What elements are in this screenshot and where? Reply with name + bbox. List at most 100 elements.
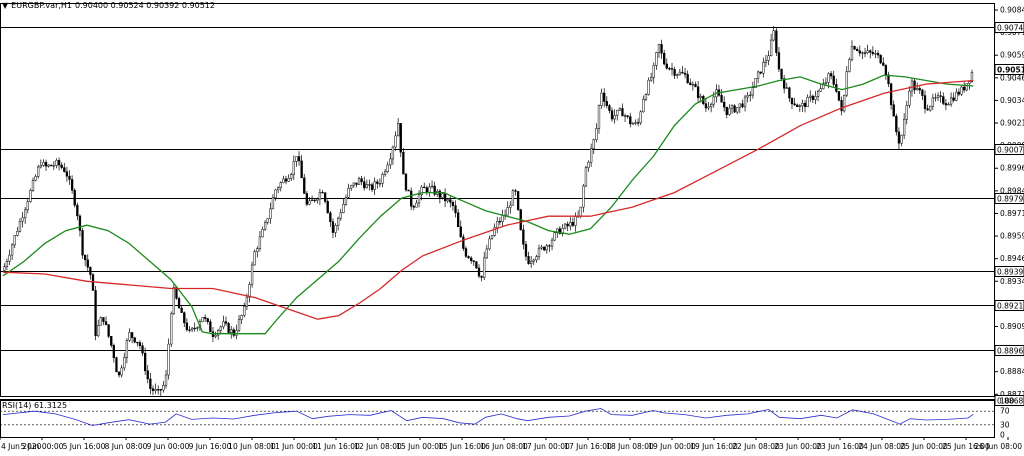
candle-body bbox=[665, 63, 668, 69]
candle-body bbox=[5, 261, 9, 267]
candle-body bbox=[621, 108, 624, 117]
candle-body bbox=[110, 336, 113, 346]
level-price-box bbox=[994, 345, 1024, 356]
dropdown-triangle-icon[interactable]: ▼ bbox=[2, 1, 9, 10]
candle-body bbox=[931, 97, 934, 107]
candle-body bbox=[274, 189, 277, 198]
candle-body bbox=[63, 167, 66, 172]
candle-body bbox=[798, 105, 801, 107]
candle-body bbox=[887, 74, 890, 85]
candle-body bbox=[399, 123, 402, 153]
x-tick-label: 26 Jun 08:00 bbox=[974, 442, 1022, 451]
candle-body bbox=[125, 340, 129, 358]
candle-body bbox=[355, 182, 358, 185]
candle-body bbox=[511, 190, 515, 206]
candle-body bbox=[949, 97, 953, 105]
level-price-box bbox=[994, 266, 1024, 277]
candle-body bbox=[921, 89, 924, 96]
candle-body bbox=[923, 95, 927, 109]
candle-body bbox=[793, 103, 796, 106]
current-price-box bbox=[994, 64, 1024, 75]
candle-body bbox=[329, 212, 332, 222]
level-price-box bbox=[994, 144, 1024, 155]
candle-body bbox=[459, 226, 462, 238]
candle-body bbox=[655, 52, 658, 66]
candle-body bbox=[222, 321, 225, 328]
rsi-value: 61.3125 bbox=[33, 401, 68, 410]
candle-body bbox=[269, 208, 272, 219]
candle-body bbox=[29, 190, 32, 202]
candle-body bbox=[498, 221, 502, 223]
candle-body bbox=[117, 371, 121, 376]
candle-body bbox=[634, 122, 637, 124]
candle-body bbox=[960, 86, 963, 95]
candle-body bbox=[957, 91, 961, 95]
candle-body bbox=[689, 82, 692, 85]
candle-body bbox=[454, 205, 457, 214]
candle-body bbox=[84, 254, 87, 261]
candle-body bbox=[120, 367, 123, 376]
candle-body bbox=[540, 246, 543, 249]
candle-body bbox=[756, 71, 760, 79]
candle-body bbox=[34, 176, 37, 181]
candle-body bbox=[266, 218, 269, 223]
candle-body bbox=[39, 165, 42, 168]
candle-body bbox=[112, 345, 116, 358]
candle-body bbox=[209, 321, 212, 333]
candle-body bbox=[488, 238, 491, 250]
candle-body bbox=[151, 388, 155, 391]
candle-body bbox=[44, 161, 48, 167]
candle-body bbox=[370, 184, 374, 190]
candle-body bbox=[571, 222, 575, 226]
candle-body bbox=[762, 62, 765, 74]
candle-body bbox=[900, 134, 903, 144]
candle-body bbox=[94, 290, 97, 337]
candle-body bbox=[587, 161, 590, 168]
candle-body bbox=[563, 223, 567, 229]
candle-body bbox=[277, 187, 280, 191]
candle-body bbox=[78, 215, 82, 231]
candle-body bbox=[60, 164, 63, 168]
candle-body bbox=[965, 83, 968, 91]
candle-body bbox=[723, 101, 726, 108]
candle-body bbox=[767, 55, 770, 61]
candle-body bbox=[590, 148, 593, 163]
candle-body bbox=[323, 192, 327, 202]
candle-body bbox=[801, 102, 804, 107]
candle-body bbox=[282, 178, 285, 183]
candle-body bbox=[550, 239, 554, 247]
candle-body bbox=[673, 69, 676, 76]
candle-body bbox=[816, 90, 820, 97]
candle-body bbox=[897, 131, 901, 144]
candle-body bbox=[902, 119, 906, 136]
candle-body bbox=[47, 164, 50, 167]
y-tick-label: 0.90215 bbox=[1000, 119, 1024, 128]
candle-body bbox=[3, 266, 6, 271]
candle-body bbox=[613, 115, 616, 120]
y-tick-label: 0.89465 bbox=[1000, 254, 1024, 263]
candle-body bbox=[347, 187, 350, 198]
x-tick-label: 19 Jun 00:00 bbox=[648, 442, 696, 451]
candle-body bbox=[104, 321, 108, 325]
candle-body bbox=[733, 105, 736, 113]
candle-body bbox=[73, 190, 76, 206]
candle-body bbox=[509, 204, 512, 208]
candle-body bbox=[10, 244, 14, 256]
candle-body bbox=[889, 83, 893, 105]
candle-body bbox=[290, 174, 293, 179]
level-price-box bbox=[994, 193, 1024, 204]
candle-body bbox=[261, 229, 264, 238]
candle-body bbox=[138, 342, 142, 346]
candle-body bbox=[271, 197, 275, 210]
candle-body bbox=[70, 179, 74, 191]
candle-body bbox=[968, 81, 971, 84]
candle-body bbox=[423, 186, 426, 189]
candle-body bbox=[284, 178, 288, 182]
x-tick-label: 15 Jun 16:00 bbox=[438, 442, 486, 451]
candle-body bbox=[180, 307, 183, 313]
x-tick-label: 8 Jun 08:00 bbox=[105, 442, 148, 451]
candle-body bbox=[344, 196, 348, 205]
